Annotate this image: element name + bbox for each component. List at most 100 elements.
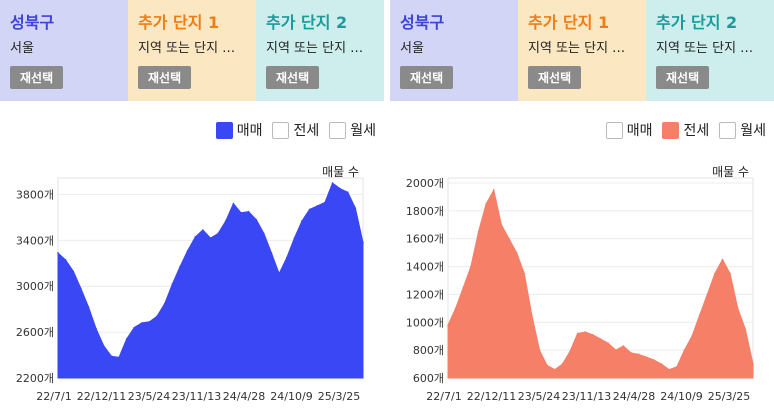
- data-point: [614, 349, 617, 351]
- y-tick-label: 2200개: [16, 372, 54, 385]
- chart-annotation: 매물 수: [322, 165, 359, 179]
- data-point: [477, 230, 480, 233]
- reselect-button[interactable]: 재선택: [656, 66, 710, 89]
- tab-subtitle: 서울: [10, 41, 34, 56]
- reselect-button[interactable]: 재선택: [138, 66, 192, 89]
- tab-title: 추가 단지 1: [528, 13, 610, 32]
- y-tick-label: 1200개: [406, 288, 444, 301]
- data-point: [194, 236, 197, 238]
- checkbox-icon[interactable]: [215, 121, 233, 139]
- data-point: [171, 283, 174, 285]
- data-point: [729, 272, 731, 275]
- reselect-button[interactable]: 재선택: [266, 66, 320, 89]
- y-tick-label: 1800개: [406, 205, 444, 218]
- data-point: [714, 272, 716, 275]
- region-tabs: 성북구 서울 재선택 추가 단지 1 지역 또는 단지 … 재선택 추가 단지 …: [390, 0, 774, 101]
- data-point: [584, 331, 587, 333]
- data-point: [637, 353, 640, 356]
- checkbox-icon[interactable]: [329, 121, 347, 139]
- listing-count-area-chart: 600개 800개 1000개 1200개 1400개 1600개 1800개 2000개 22…: [406, 165, 754, 403]
- data-point: [454, 307, 457, 310]
- data-point: [285, 256, 288, 259]
- data-point: [278, 272, 280, 275]
- data-point: [691, 335, 693, 338]
- legend-label: 월세: [740, 123, 766, 139]
- tab-subtitle: 서울: [400, 41, 424, 56]
- data-point: [592, 334, 594, 336]
- tab-added-complex-1[interactable]: 추가 단지 1 지역 또는 단지 … 재선택: [518, 0, 646, 101]
- data-point: [698, 314, 701, 317]
- data-point: [508, 237, 510, 240]
- legend-label: 전세: [683, 123, 710, 139]
- reselect-button[interactable]: 재선택: [400, 66, 454, 89]
- legend-item-sale[interactable]: 매매: [215, 120, 263, 140]
- data-point: [125, 338, 128, 340]
- legend-item-jeonse[interactable]: 전세: [662, 120, 709, 140]
- data-point: [80, 287, 82, 290]
- tab-added-complex-2[interactable]: 추가 단지 2 지역 또는 단지 … 재선택: [256, 0, 384, 101]
- checkbox-icon[interactable]: [605, 121, 623, 139]
- tab-region[interactable]: 성북구 서울 재선택: [0, 0, 128, 101]
- data-point: [653, 359, 655, 361]
- y-tick-label: 2600개: [16, 326, 54, 339]
- tab-title: 추가 단지 2: [266, 13, 348, 32]
- data-point: [64, 259, 67, 261]
- y-tick-label: 1600개: [406, 233, 444, 246]
- data-point: [110, 355, 113, 358]
- data-point: [179, 265, 181, 268]
- y-tick-label: 1400개: [406, 261, 444, 274]
- tab-subtitle: 지역 또는 단지 …: [528, 41, 626, 56]
- data-point: [553, 368, 556, 371]
- data-point: [163, 302, 166, 305]
- tab-title: 성북구: [400, 13, 445, 32]
- data-point: [706, 293, 709, 296]
- x-tick-label: 25/3/25: [708, 390, 750, 403]
- x-tick-label: 22/12/11: [77, 390, 126, 403]
- data-point: [293, 237, 296, 239]
- data-point: [354, 207, 357, 210]
- checkbox-icon[interactable]: [272, 121, 290, 139]
- data-point: [316, 205, 319, 207]
- data-point: [675, 366, 678, 368]
- data-point: [531, 314, 533, 317]
- legend-label: 매매: [236, 123, 263, 139]
- tab-added-complex-2[interactable]: 추가 단지 2 지역 또는 단지 … 재선택: [646, 0, 774, 101]
- series-area: [57, 182, 364, 379]
- legend-item-jeonse[interactable]: 전세: [272, 120, 319, 140]
- data-point: [224, 220, 227, 222]
- data-point: [133, 326, 136, 329]
- data-point: [331, 182, 334, 184]
- x-tick-label: 24/10/9: [660, 390, 702, 403]
- data-point: [72, 270, 75, 273]
- data-point: [607, 342, 609, 344]
- tab-added-complex-1[interactable]: 추가 단지 1 지역 또는 단지 … 재선택: [128, 0, 256, 101]
- data-point: [232, 202, 235, 205]
- data-point: [645, 356, 648, 358]
- x-tick-label: 23/5/24: [518, 390, 560, 403]
- legend-label: 전세: [293, 123, 320, 139]
- data-point: [118, 356, 120, 359]
- x-tick-label: 24/10/9: [270, 390, 312, 403]
- data-point: [240, 212, 242, 214]
- data-point: [538, 349, 541, 351]
- tab-title: 추가 단지 1: [138, 13, 220, 32]
- checkbox-icon[interactable]: [719, 121, 737, 139]
- checkbox-icon[interactable]: [662, 121, 680, 139]
- x-tick-label: 22/7/1: [36, 390, 71, 403]
- data-point: [57, 252, 59, 254]
- legend-item-monthly-rent[interactable]: 월세: [719, 120, 766, 140]
- y-tick-label: 3400개: [16, 234, 54, 247]
- data-point: [561, 363, 564, 365]
- data-point: [447, 324, 449, 326]
- data-point: [569, 350, 571, 353]
- tab-region[interactable]: 성북구 서울 재선택: [390, 0, 518, 101]
- chart-annotation: 매물 수: [712, 165, 749, 179]
- chart-panel-jeonse: 성북구 서울 재선택 추가 단지 1 지역 또는 단지 … 재선택 추가 단지 …: [390, 0, 774, 409]
- data-point: [186, 249, 189, 252]
- y-tick-label: 600개: [413, 372, 444, 385]
- data-point: [263, 232, 265, 235]
- reselect-button[interactable]: 재선택: [10, 66, 64, 89]
- legend-item-sale[interactable]: 매매: [605, 120, 652, 140]
- legend-item-monthly-rent[interactable]: 월세: [329, 120, 376, 140]
- reselect-button[interactable]: 재선택: [528, 66, 582, 89]
